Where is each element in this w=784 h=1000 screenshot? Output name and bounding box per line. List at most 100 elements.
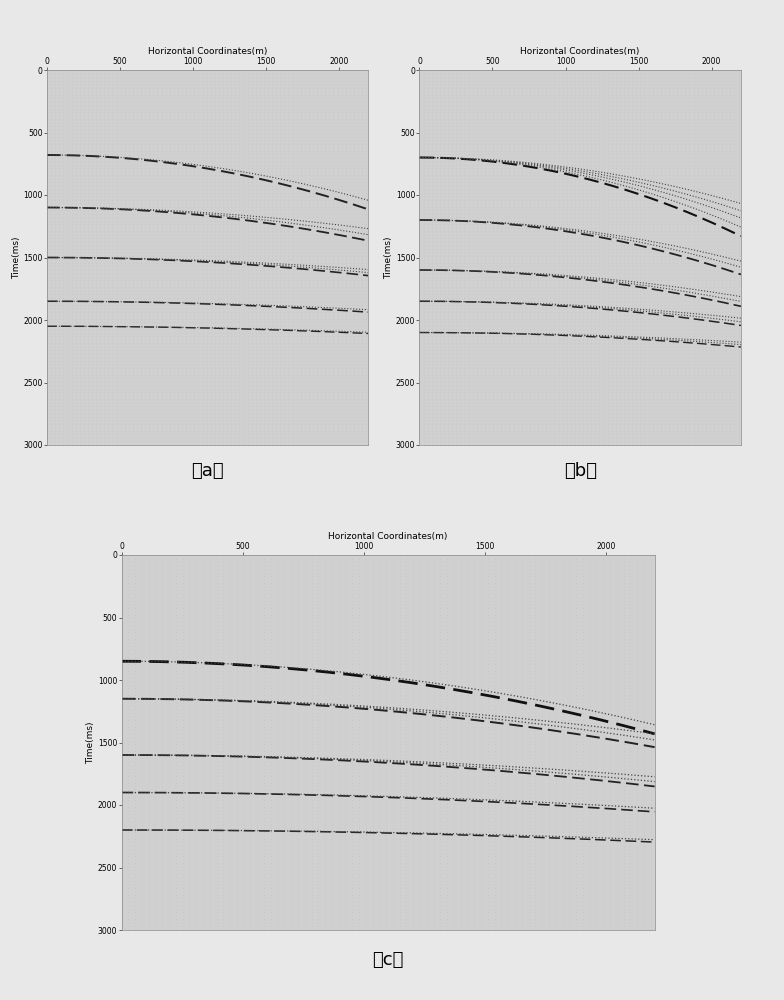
Point (683, 100, 695, 116)
Point (343, 419, 356, 435)
Point (352, 240, 365, 256)
Point (655, 314, 667, 330)
Point (454, 188, 466, 204)
Point (387, 900, 399, 916)
Point (427, 652, 440, 668)
Point (532, 290, 544, 306)
Point (618, 373, 630, 389)
Point (437, 342, 450, 358)
Point (611, 708, 623, 724)
Point (454, 290, 466, 306)
Point (413, 426, 426, 442)
Point (98, 391, 111, 407)
Point (488, 918, 501, 934)
Point (688, 258, 700, 274)
Point (217, 572, 230, 588)
Point (583, 851, 596, 867)
Point (509, 813, 521, 829)
Point (360, 764, 372, 780)
Point (147, 373, 160, 389)
Point (373, 648, 386, 664)
Point (184, 87, 197, 103)
Point (543, 782, 555, 798)
Point (223, 740, 236, 756)
Point (631, 670, 644, 686)
Point (325, 680, 338, 696)
Point (550, 816, 562, 832)
Point (78, 433, 90, 449)
Point (450, 359, 463, 375)
Point (180, 412, 192, 428)
Point (216, 426, 229, 442)
Point (557, 558, 569, 574)
Point (53, 370, 66, 386)
Point (468, 760, 481, 776)
Point (426, 111, 438, 127)
Point (577, 732, 590, 748)
Point (251, 792, 263, 808)
Point (156, 827, 169, 843)
Point (282, 419, 295, 435)
Point (319, 121, 332, 137)
Point (164, 275, 176, 292)
Point (609, 342, 622, 358)
Point (414, 620, 426, 637)
Point (129, 900, 141, 916)
Point (201, 380, 213, 396)
Point (223, 838, 236, 854)
Point (450, 121, 463, 137)
Point (466, 139, 479, 155)
Point (536, 676, 549, 692)
Point (630, 261, 643, 277)
Point (339, 62, 352, 78)
Point (332, 750, 345, 766)
Point (262, 69, 274, 85)
Point (122, 785, 135, 801)
Point (147, 349, 160, 365)
Point (659, 174, 671, 190)
Point (511, 192, 524, 208)
Point (557, 568, 569, 584)
Point (210, 851, 223, 867)
Point (312, 858, 325, 874)
Point (264, 599, 277, 615)
Point (589, 244, 601, 260)
Point (169, 624, 182, 640)
Point (651, 412, 663, 428)
Point (270, 258, 282, 274)
Point (618, 282, 630, 298)
Point (481, 768, 494, 784)
Point (407, 764, 419, 780)
Point (319, 922, 332, 938)
Point (299, 359, 311, 375)
Point (353, 754, 365, 770)
Point (147, 422, 160, 438)
Point (720, 163, 732, 180)
Point (536, 342, 549, 358)
Point (522, 851, 535, 867)
Point (149, 838, 162, 854)
Point (581, 436, 593, 452)
Point (310, 314, 323, 330)
Point (176, 195, 188, 211)
Point (511, 408, 524, 424)
Point (176, 293, 188, 309)
Point (659, 146, 671, 162)
Point (278, 802, 291, 818)
Point (258, 416, 270, 432)
Point (590, 750, 603, 766)
Point (319, 401, 332, 418)
Point (209, 198, 221, 215)
Point (502, 764, 514, 780)
Point (299, 178, 311, 194)
Point (481, 687, 494, 703)
Point (315, 272, 328, 288)
Point (728, 391, 741, 407)
Point (708, 433, 720, 449)
Point (564, 349, 577, 365)
Point (532, 118, 544, 134)
Point (244, 785, 256, 801)
Point (249, 87, 262, 103)
Point (605, 178, 618, 194)
Point (483, 220, 495, 236)
